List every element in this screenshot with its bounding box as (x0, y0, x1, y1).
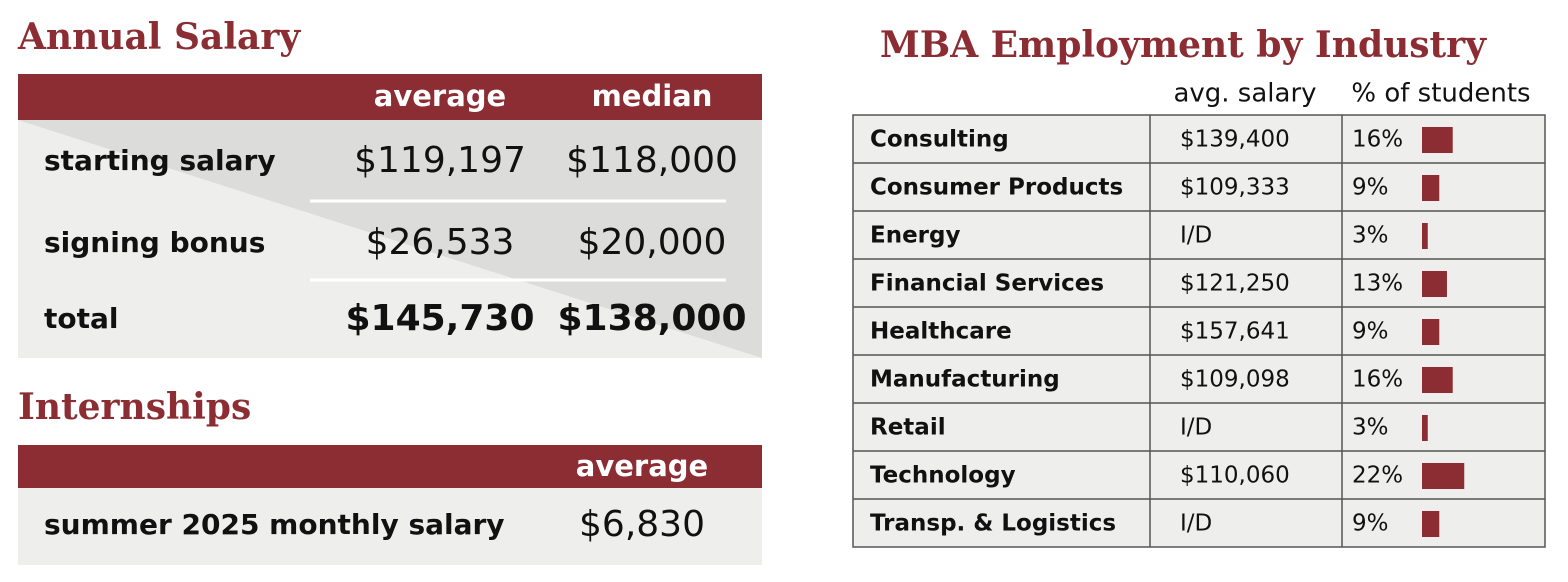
percent-bar (1422, 511, 1440, 537)
percent: 3% (1352, 223, 1389, 249)
column-header: % of students (1351, 79, 1530, 109)
percent: 9% (1352, 175, 1389, 201)
percent: 16% (1352, 127, 1403, 153)
cell-value: $145,730 (345, 298, 534, 339)
cell-value: $20,000 (578, 222, 727, 263)
percent-bar (1422, 415, 1428, 441)
salary: I/D (1180, 511, 1212, 537)
percent-bar (1422, 463, 1465, 489)
header-bar (18, 445, 762, 488)
column-header: avg. salary (1173, 79, 1316, 109)
section-title: MBA Employment by Industry (880, 24, 1487, 66)
row-label: total (44, 302, 119, 335)
section-title: Annual Salary (17, 16, 301, 58)
salary: $109,098 (1180, 367, 1290, 393)
table-body (18, 488, 762, 565)
industry-name: Technology (870, 463, 1016, 489)
percent-bar (1422, 271, 1447, 297)
industry-name: Manufacturing (870, 367, 1060, 393)
table-body (18, 120, 762, 358)
percent-bar (1422, 223, 1428, 249)
industry-name: Financial Services (870, 271, 1104, 297)
salary: $110,060 (1180, 463, 1290, 489)
percent: 9% (1352, 319, 1389, 345)
row-label: starting salary (44, 144, 276, 177)
column-header: average (576, 449, 708, 483)
industry-name: Consulting (870, 127, 1009, 153)
percent: 9% (1352, 511, 1389, 537)
cell-value: $119,197 (354, 140, 526, 181)
percent-bar (1422, 175, 1440, 201)
salary: $157,641 (1180, 319, 1290, 345)
industry-name: Consumer Products (870, 175, 1123, 201)
cell-value: $26,533 (366, 222, 515, 263)
percent-bar (1422, 319, 1440, 345)
salary: I/D (1180, 223, 1212, 249)
percent-bar (1422, 127, 1453, 153)
percent: 13% (1352, 271, 1403, 297)
column-header: average (374, 79, 506, 113)
percent: 22% (1352, 463, 1403, 489)
row-label: summer 2025 monthly salary (44, 508, 505, 541)
cell-value: $6,830 (579, 504, 705, 545)
header-bar (18, 74, 762, 120)
percent-bar (1422, 367, 1453, 393)
row-label: signing bonus (44, 226, 265, 259)
percent: 3% (1352, 415, 1389, 441)
section-title: Internships (18, 386, 251, 428)
salary: $109,333 (1180, 175, 1290, 201)
cell-value: $118,000 (566, 140, 738, 181)
industry-name: Transp. & Logistics (870, 511, 1116, 537)
cell-value: $138,000 (557, 298, 746, 339)
salary: $121,250 (1180, 271, 1290, 297)
industry-name: Healthcare (870, 319, 1012, 345)
salary: I/D (1180, 415, 1212, 441)
industry-name: Energy (870, 223, 960, 249)
percent: 16% (1352, 367, 1403, 393)
industry-name: Retail (870, 415, 946, 441)
content: average median starting salary $119,197 $118… (44, 79, 1546, 548)
salary: $139,400 (1180, 127, 1290, 153)
column-header: median (592, 79, 713, 113)
